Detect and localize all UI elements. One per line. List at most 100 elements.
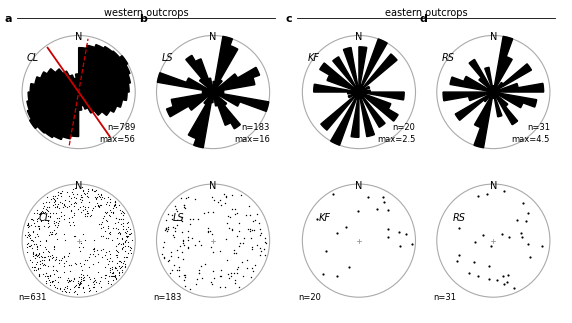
Point: [532, 20, 541, 25]
Polygon shape: [353, 92, 359, 97]
Polygon shape: [27, 92, 78, 119]
Polygon shape: [213, 67, 260, 92]
Text: N: N: [355, 181, 363, 191]
Point: [500, 119, 510, 124]
Polygon shape: [78, 92, 122, 107]
Polygon shape: [204, 92, 213, 104]
Point: [372, 78, 382, 83]
Polygon shape: [331, 92, 359, 145]
Polygon shape: [358, 85, 359, 92]
Polygon shape: [213, 92, 269, 111]
Text: b: b: [140, 15, 147, 25]
Point: [356, 0, 365, 1]
Text: max=2.5: max=2.5: [377, 135, 415, 144]
Point: [552, 45, 561, 50]
Polygon shape: [30, 84, 78, 92]
Polygon shape: [45, 92, 78, 138]
Text: d: d: [420, 15, 427, 25]
Polygon shape: [359, 85, 362, 92]
Polygon shape: [166, 92, 213, 117]
Polygon shape: [343, 47, 359, 92]
Text: KF: KF: [307, 53, 319, 63]
Polygon shape: [352, 92, 359, 94]
Polygon shape: [38, 92, 78, 133]
Polygon shape: [359, 92, 375, 137]
Polygon shape: [359, 47, 367, 92]
Polygon shape: [63, 71, 78, 92]
Polygon shape: [493, 92, 518, 125]
Polygon shape: [493, 92, 496, 98]
Polygon shape: [359, 88, 365, 92]
Polygon shape: [493, 86, 494, 92]
Polygon shape: [359, 92, 366, 94]
Text: N: N: [490, 181, 497, 191]
Polygon shape: [356, 86, 359, 92]
Polygon shape: [213, 36, 232, 92]
Polygon shape: [359, 92, 362, 99]
Point: [467, 10, 476, 15]
Text: n=31: n=31: [527, 123, 550, 131]
Polygon shape: [157, 73, 213, 92]
Point: [336, 45, 345, 50]
Polygon shape: [487, 91, 493, 92]
Polygon shape: [493, 64, 531, 92]
Polygon shape: [355, 92, 359, 98]
Point: [544, 148, 553, 153]
Point: [374, 2, 383, 7]
Point: [462, 5, 471, 10]
Polygon shape: [78, 65, 130, 92]
Polygon shape: [469, 59, 493, 92]
Polygon shape: [356, 92, 359, 99]
Polygon shape: [47, 69, 78, 92]
Polygon shape: [202, 92, 213, 94]
Polygon shape: [492, 86, 493, 92]
Polygon shape: [71, 92, 78, 137]
Polygon shape: [213, 92, 224, 94]
Point: [464, 123, 473, 128]
Point: [439, 107, 448, 112]
Polygon shape: [35, 77, 78, 92]
Text: eastern outcrops: eastern outcrops: [385, 8, 467, 18]
Point: [410, 82, 419, 88]
Point: [517, 96, 526, 101]
Polygon shape: [78, 45, 104, 92]
Polygon shape: [196, 59, 213, 92]
Polygon shape: [78, 92, 84, 106]
Polygon shape: [78, 92, 88, 109]
Text: N: N: [209, 32, 217, 42]
Text: n=31: n=31: [433, 293, 456, 302]
Text: c: c: [285, 15, 292, 25]
Polygon shape: [489, 92, 493, 98]
Polygon shape: [327, 75, 359, 92]
Polygon shape: [30, 92, 78, 129]
Text: LS: LS: [162, 53, 173, 63]
Point: [484, 141, 493, 146]
Polygon shape: [348, 92, 359, 94]
Polygon shape: [78, 56, 128, 92]
Polygon shape: [352, 90, 359, 92]
Text: N: N: [490, 32, 497, 42]
Point: [515, 148, 525, 153]
Polygon shape: [213, 81, 215, 92]
Point: [530, 34, 539, 39]
Text: N: N: [209, 181, 217, 191]
Point: [548, 46, 557, 51]
Polygon shape: [475, 92, 493, 128]
Polygon shape: [194, 92, 213, 148]
Polygon shape: [213, 78, 255, 92]
Polygon shape: [78, 92, 94, 113]
Polygon shape: [208, 78, 213, 92]
Polygon shape: [62, 92, 78, 139]
Polygon shape: [213, 46, 238, 92]
Polygon shape: [313, 84, 359, 92]
Polygon shape: [359, 92, 364, 97]
Polygon shape: [213, 92, 240, 129]
Text: N: N: [75, 181, 82, 191]
Text: CL: CL: [38, 214, 50, 224]
Polygon shape: [493, 83, 543, 92]
Text: n=20: n=20: [299, 293, 321, 302]
Polygon shape: [74, 78, 78, 92]
Polygon shape: [464, 76, 493, 92]
Text: n=183: n=183: [153, 293, 181, 302]
Polygon shape: [359, 54, 397, 92]
